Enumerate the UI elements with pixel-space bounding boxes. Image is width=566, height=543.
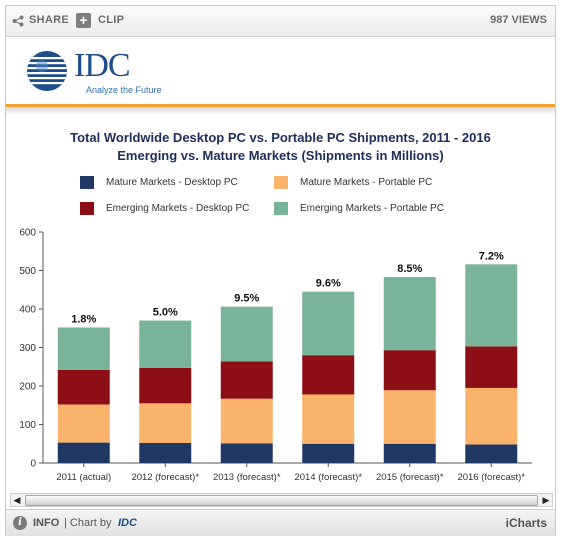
y-tick-label: 0 — [30, 459, 36, 470]
clip-button[interactable]: CLIP — [98, 14, 125, 26]
plus-icon[interactable]: + — [76, 13, 91, 28]
bar-1-segment-4 — [57, 327, 110, 370]
views-count: 987 VIEWS — [490, 14, 547, 26]
share-icon[interactable] — [12, 15, 24, 27]
info-icon[interactable]: i — [13, 516, 27, 530]
bar-5-segment-3 — [383, 350, 436, 391]
x-tick-label: 2012 (forecast)* — [131, 472, 199, 483]
data-label: 8.5% — [397, 263, 422, 275]
legend-swatch-1 — [80, 176, 94, 189]
legend-label-4: Emerging Markets - Portable PC — [300, 203, 444, 214]
horizontal-scrollbar[interactable]: ◀ ▶ — [10, 493, 553, 507]
legend-swatch-3 — [80, 202, 94, 215]
data-label: 9.6% — [316, 278, 341, 290]
info-button[interactable]: INFO — [33, 517, 60, 529]
bar-1-segment-2 — [57, 404, 110, 443]
bar-3-segment-1 — [220, 443, 273, 463]
x-tick-label: 2014 (forecast)* — [294, 472, 362, 483]
y-tick-label: 600 — [19, 228, 36, 239]
chart-subtitle: Emerging vs. Mature Markets (Shipments i… — [117, 148, 444, 163]
data-label: 1.8% — [71, 313, 96, 325]
legend-label-2: Mature Markets - Portable PC — [300, 177, 433, 188]
bar-3-segment-3 — [220, 361, 273, 399]
bar-2-segment-1 — [139, 442, 192, 463]
scroll-thumb[interactable] — [25, 495, 538, 506]
y-tick-label: 500 — [19, 266, 36, 277]
data-label: 9.5% — [234, 293, 259, 305]
bar-5-segment-4 — [383, 277, 436, 351]
chart-by-label: | Chart by — [64, 517, 112, 529]
share-button[interactable]: SHARE — [29, 14, 70, 26]
bar-4-segment-4 — [302, 291, 355, 356]
legend-label-3: Emerging Markets - Desktop PC — [106, 203, 250, 214]
x-tick-label: 2011 (actual) — [56, 472, 111, 483]
legend-swatch-4 — [274, 202, 288, 215]
bar-chart: 0 100 200 300 400 500 600 2011 (actual) 1.8% 2012… — [19, 228, 532, 483]
bar-6-segment-4 — [465, 264, 518, 347]
bottom-toolbar: i INFO | Chart by IDC iCharts — [6, 509, 555, 536]
bar-5-segment-1 — [383, 443, 436, 463]
scroll-left-icon[interactable]: ◀ — [13, 495, 21, 505]
bar-4-segment-3 — [302, 355, 355, 395]
header: IDC Analyze the Future — [6, 37, 555, 105]
bar-6-segment-1 — [465, 444, 518, 463]
y-tick-label: 100 — [19, 420, 36, 431]
x-tick-label: 2013 (forecast)* — [213, 472, 281, 483]
top-toolbar: SHARE + CLIP 987 VIEWS — [6, 6, 555, 37]
bar-6-segment-2 — [465, 387, 518, 445]
accent-divider — [6, 104, 555, 107]
bar-4-segment-1 — [302, 443, 355, 463]
legend-label-1: Mature Markets - Desktop PC — [106, 177, 238, 188]
bar-5-segment-2 — [383, 390, 436, 444]
x-tick-label: 2015 (forecast)* — [376, 472, 444, 483]
data-label: 5.0% — [153, 307, 178, 319]
x-tick-label: 2016 (forecast)* — [457, 472, 525, 483]
bar-1-segment-1 — [57, 442, 110, 463]
bar-1-segment-3 — [57, 369, 110, 405]
chart-by-brand[interactable]: IDC — [118, 517, 137, 529]
data-label: 7.2% — [479, 250, 504, 262]
bar-2-segment-3 — [139, 367, 192, 404]
y-tick-label: 400 — [19, 305, 36, 316]
scroll-right-icon[interactable]: ▶ — [542, 495, 550, 505]
chart-widget: SHARE + CLIP 987 VIEWS IDC Analyze the F… — [5, 5, 556, 536]
icharts-brand[interactable]: iCharts — [505, 516, 547, 530]
bar-2-segment-4 — [139, 320, 192, 368]
bar-3-segment-2 — [220, 398, 273, 444]
bar-6-segment-3 — [465, 346, 518, 388]
logo-tagline: Analyze the Future — [86, 85, 162, 95]
chart-title-block: Total Worldwide Desktop PC vs. Portable … — [6, 129, 555, 165]
y-tick-label: 200 — [19, 382, 36, 393]
globe-logo-icon — [27, 51, 67, 91]
bar-2-segment-2 — [139, 403, 192, 443]
divider-shadow — [6, 107, 555, 115]
chart-title: Total Worldwide Desktop PC vs. Portable … — [70, 130, 491, 145]
legend-swatch-2 — [274, 176, 288, 189]
bar-4-segment-2 — [302, 394, 355, 444]
logo-wordmark: IDC — [74, 47, 131, 84]
bar-3-segment-4 — [220, 306, 273, 362]
y-tick-label: 300 — [19, 343, 36, 354]
